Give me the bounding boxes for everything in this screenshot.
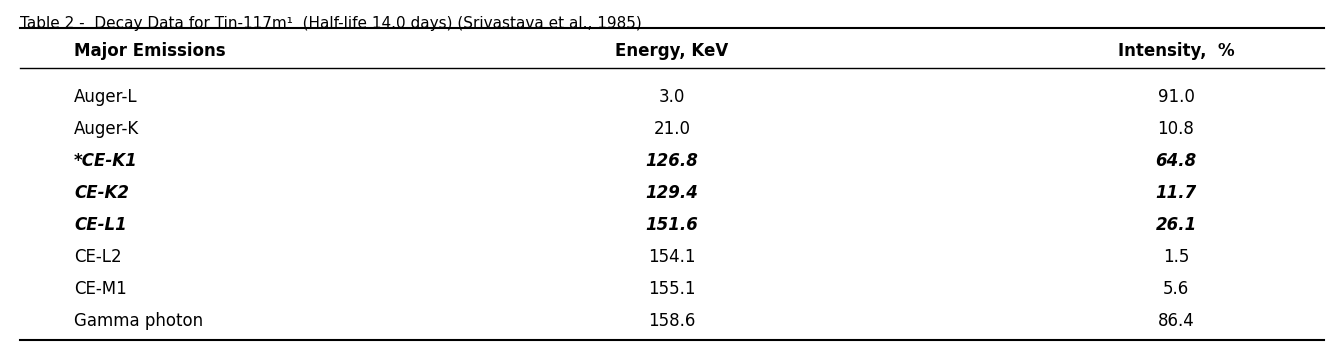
- Text: Energy, KeV: Energy, KeV: [616, 42, 728, 60]
- Text: 21.0: 21.0: [653, 120, 691, 138]
- Text: 86.4: 86.4: [1157, 312, 1195, 330]
- Text: CE-L1: CE-L1: [74, 216, 126, 234]
- Text: 151.6: 151.6: [645, 216, 699, 234]
- Text: 158.6: 158.6: [648, 312, 696, 330]
- Text: Table 2 -  Decay Data for Tin-117m¹  (Half-life 14.0 days) (Srivastava et al., 1: Table 2 - Decay Data for Tin-117m¹ (Half…: [20, 16, 641, 31]
- Text: 129.4: 129.4: [645, 184, 699, 202]
- Text: Auger-K: Auger-K: [74, 120, 140, 138]
- Text: 3.0: 3.0: [659, 88, 685, 106]
- Text: 11.7: 11.7: [1156, 184, 1196, 202]
- Text: *CE-K1: *CE-K1: [74, 152, 137, 170]
- Text: Auger-L: Auger-L: [74, 88, 137, 106]
- Text: 10.8: 10.8: [1157, 120, 1195, 138]
- Text: 64.8: 64.8: [1156, 152, 1196, 170]
- Text: 91.0: 91.0: [1157, 88, 1195, 106]
- Text: 155.1: 155.1: [648, 280, 696, 298]
- Text: 126.8: 126.8: [645, 152, 699, 170]
- Text: Major Emissions: Major Emissions: [74, 42, 226, 60]
- Text: 154.1: 154.1: [648, 248, 696, 266]
- Text: 26.1: 26.1: [1156, 216, 1196, 234]
- Text: CE-M1: CE-M1: [74, 280, 126, 298]
- Text: 5.6: 5.6: [1163, 280, 1189, 298]
- Text: CE-L2: CE-L2: [74, 248, 121, 266]
- Text: CE-K2: CE-K2: [74, 184, 129, 202]
- Text: Gamma photon: Gamma photon: [74, 312, 203, 330]
- Text: 1.5: 1.5: [1163, 248, 1189, 266]
- Text: Intensity,  %: Intensity, %: [1118, 42, 1234, 60]
